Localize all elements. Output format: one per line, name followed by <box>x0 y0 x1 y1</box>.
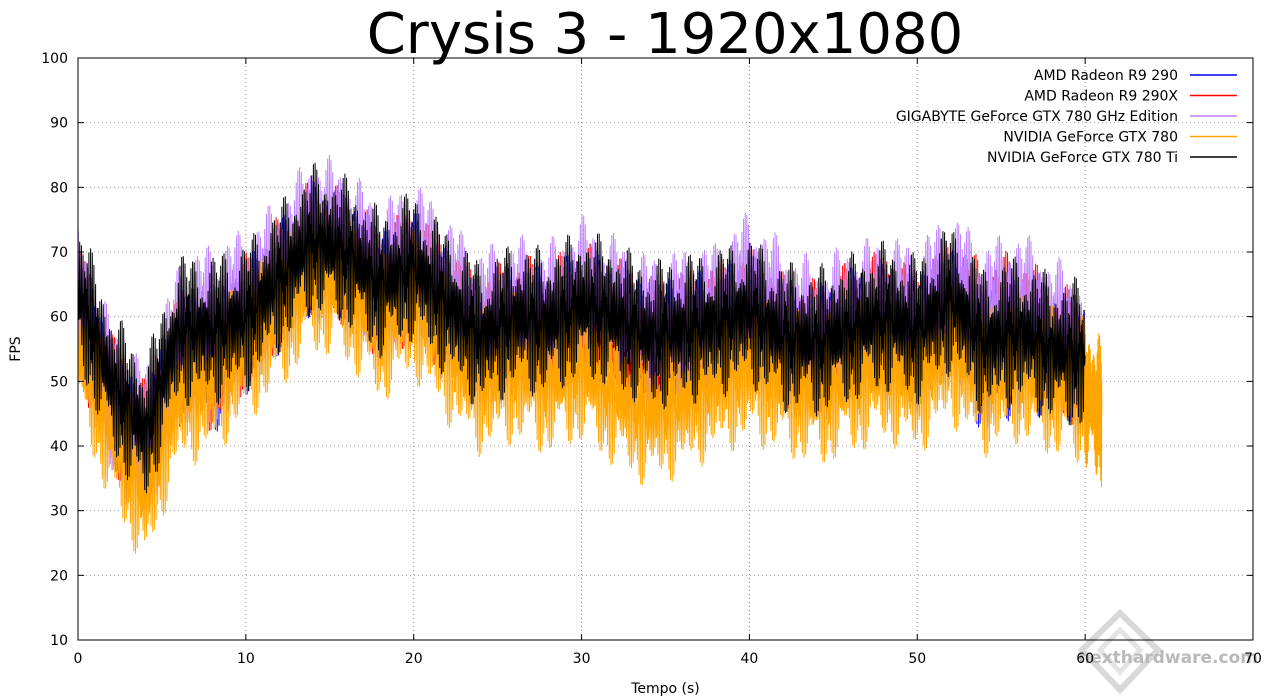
legend-label: AMD Radeon R9 290 <box>1034 68 1178 84</box>
watermark-diamond <box>1077 608 1163 695</box>
y-tick-label: 10 <box>50 633 68 649</box>
x-axis-label: Tempo (s) <box>630 681 700 697</box>
series-lines <box>77 155 1103 554</box>
y-tick-label: 70 <box>50 245 68 261</box>
series-line-3 <box>77 204 1103 554</box>
y-tick-label: 50 <box>50 374 68 390</box>
y-tick-label: 40 <box>50 439 68 455</box>
y-tick-label: 100 <box>41 51 68 67</box>
watermark-text: nexthardware.com <box>1078 648 1258 668</box>
legend: AMD Radeon R9 290 AMD Radeon R9 290X GIGAB… <box>896 68 1237 166</box>
series-line-4 <box>77 162 1086 494</box>
legend-label: GIGABYTE GeForce GTX 780 GHz Edition <box>896 109 1178 125</box>
x-tick-label: 40 <box>741 651 759 667</box>
x-tick-label: 0 <box>74 651 83 667</box>
legend-label: NVIDIA GeForce GTX 780 Ti <box>987 150 1178 166</box>
y-tick-label: 80 <box>50 180 68 196</box>
legend-label: AMD Radeon R9 290X <box>1024 89 1178 105</box>
y-tick-label: 90 <box>50 116 68 132</box>
y-tick-label: 20 <box>50 568 68 584</box>
x-tick-label: 10 <box>237 651 255 667</box>
watermark-diamond-inner <box>1096 626 1144 676</box>
x-tick-label: 50 <box>908 651 926 667</box>
plot-frame <box>77 57 1254 641</box>
chart-title: Crysis 3 - 1920x1080 <box>366 2 964 67</box>
y-axis-label: FPS <box>8 336 24 361</box>
y-tick-label: 60 <box>50 310 68 326</box>
x-tick-label: 30 <box>573 651 591 667</box>
y-tick-label: 30 <box>50 504 68 520</box>
legend-label: NVIDIA GeForce GTX 780 <box>1003 130 1178 146</box>
grid <box>78 58 1253 640</box>
x-tick-label: 70 <box>1244 651 1262 667</box>
x-tick-label: 60 <box>1076 651 1094 667</box>
x-tick-label: 20 <box>405 651 423 667</box>
axis-ticks: 10 20 30 40 50 60 70 80 90 100 0 10 20 30 40 50 60 70 <box>41 51 1262 667</box>
watermark-logo: nexthardware.com <box>1077 608 1258 695</box>
